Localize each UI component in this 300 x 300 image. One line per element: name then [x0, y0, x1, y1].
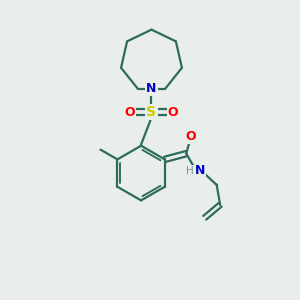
Text: N: N: [195, 164, 206, 177]
Text: O: O: [125, 106, 135, 118]
Text: O: O: [185, 130, 196, 143]
Text: H: H: [186, 166, 194, 176]
Text: O: O: [168, 106, 178, 118]
Text: S: S: [146, 105, 157, 119]
Text: N: N: [146, 82, 157, 95]
